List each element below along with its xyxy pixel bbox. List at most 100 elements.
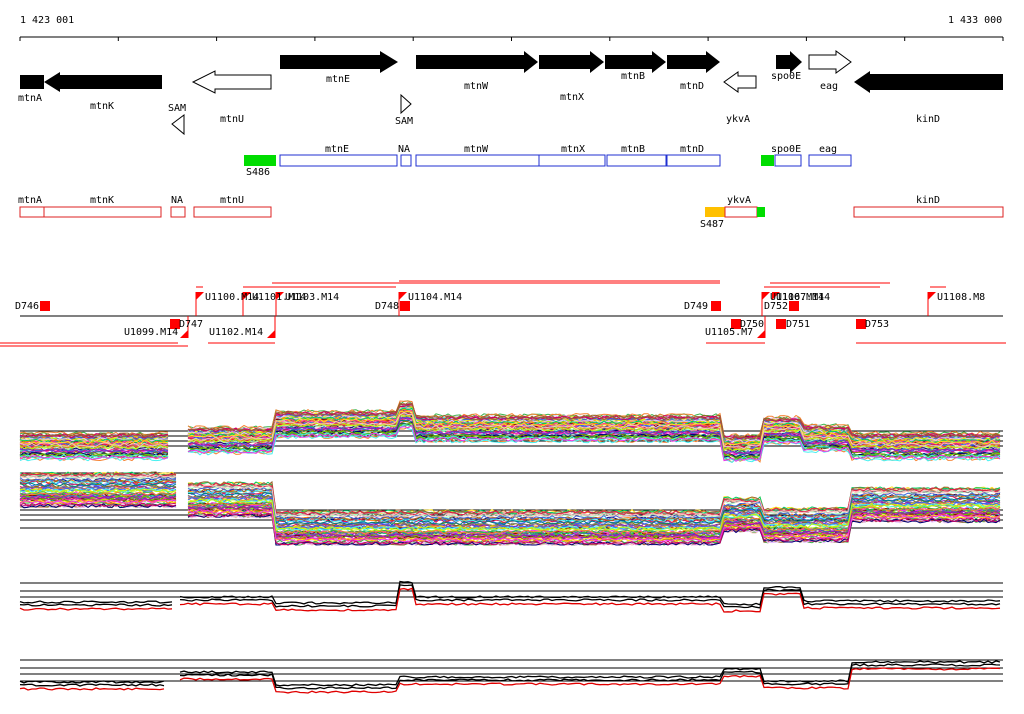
feature-flag[interactable] xyxy=(196,292,204,300)
feature-marker[interactable] xyxy=(731,319,741,329)
feature-label: D751 xyxy=(786,319,810,330)
feature-label: U1107.M14 xyxy=(776,292,830,303)
feature-flag[interactable] xyxy=(267,330,275,338)
gene-label: spo0E xyxy=(771,71,801,82)
expression-panel-lower xyxy=(19,471,1003,546)
feature-label: U1099.M14 xyxy=(124,327,178,338)
feature-flag[interactable] xyxy=(772,292,780,300)
feature-label: D750 xyxy=(740,319,764,330)
riboswitch-arrow[interactable] xyxy=(400,93,412,115)
segment-green[interactable] xyxy=(761,155,774,166)
expression-line xyxy=(19,474,1001,518)
gene-arrow[interactable] xyxy=(605,51,666,73)
feature-label: U1106.M14 xyxy=(770,292,824,303)
segment-label: mtnK xyxy=(90,195,114,206)
expression-line xyxy=(19,495,1001,539)
feature-marker[interactable] xyxy=(856,319,866,329)
gene-label: mtnU xyxy=(220,114,244,125)
expression-line xyxy=(19,476,1001,520)
gene-arrow[interactable] xyxy=(854,71,1003,93)
gene-arrow[interactable] xyxy=(539,51,604,73)
segment-label: mtnX xyxy=(561,144,585,155)
ruler-end-label: 1 433 000 xyxy=(948,15,1002,26)
feature-flag[interactable] xyxy=(180,330,188,338)
feature-flag[interactable] xyxy=(276,292,284,300)
expression-line xyxy=(19,499,1001,543)
gene-arrow[interactable] xyxy=(723,71,757,93)
feature-label: U1101.M14 xyxy=(252,292,306,303)
segment-box[interactable] xyxy=(808,154,852,167)
gene-arrow[interactable] xyxy=(280,51,398,73)
gene-arrow[interactable] xyxy=(808,50,852,74)
segment-box[interactable] xyxy=(538,154,606,167)
feature-marker[interactable] xyxy=(776,319,786,329)
segment-box[interactable] xyxy=(170,206,186,218)
expression-line xyxy=(19,412,1001,450)
feature-label: U1108.M8 xyxy=(937,292,985,303)
coordinate-ruler: 1 423 001 1 433 000 xyxy=(19,15,1004,41)
gene-arrow[interactable] xyxy=(776,51,802,73)
segment-box[interactable] xyxy=(666,154,721,167)
segment-box[interactable] xyxy=(415,154,540,167)
gene-label: mtnD xyxy=(680,81,704,92)
riboswitch-arrow[interactable] xyxy=(171,114,185,136)
plus-strand-segments: S486 mtnE NA mtnW mtnX mtnB mtnD spo0E e… xyxy=(244,144,852,178)
segment-label: kinD xyxy=(916,195,940,206)
feature-label: U1103.M14 xyxy=(285,292,339,303)
summary-panel-lower xyxy=(19,659,1003,694)
gene-arrow[interactable] xyxy=(416,51,538,73)
expression-panel-upper xyxy=(19,400,1003,464)
segment-label: NA xyxy=(398,144,410,155)
segment-box[interactable] xyxy=(400,154,412,167)
gene-arrow[interactable] xyxy=(191,70,272,94)
summary-line xyxy=(19,660,1001,687)
feature-flag[interactable] xyxy=(757,330,765,338)
segment-green[interactable] xyxy=(757,207,765,217)
feature-marker[interactable] xyxy=(711,301,721,311)
gene-arrow[interactable] xyxy=(20,75,44,89)
segment-label: S487 xyxy=(700,219,724,230)
segment-orange[interactable] xyxy=(705,207,725,217)
feature-flag[interactable] xyxy=(399,292,407,300)
gene-label: mtnA xyxy=(18,93,42,104)
segment-box[interactable] xyxy=(774,154,802,167)
expression-line xyxy=(19,424,1001,462)
expression-line xyxy=(19,482,1001,526)
summary-line xyxy=(19,667,1001,694)
segment-box[interactable] xyxy=(193,206,272,218)
feature-marker[interactable] xyxy=(400,301,410,311)
feature-track: D746 U1100.M14 U1101.M14 U1103.M14 D748 … xyxy=(0,280,1006,347)
feature-marker[interactable] xyxy=(170,319,180,329)
feature-label: U1105.M7 xyxy=(705,327,753,338)
segment-green[interactable] xyxy=(244,155,276,166)
segment-box[interactable] xyxy=(279,154,398,167)
summary-line xyxy=(19,580,1001,606)
feature-label: D749 xyxy=(684,301,708,312)
segment-label: mtnW xyxy=(464,144,489,155)
gene-label: eag xyxy=(820,81,838,92)
gene-arrow[interactable] xyxy=(667,51,720,73)
gene-label: mtnW xyxy=(464,81,489,92)
segment-box[interactable] xyxy=(853,206,1004,218)
gene-label: ykvA xyxy=(726,114,750,125)
segment-box[interactable] xyxy=(724,206,758,218)
segment-box[interactable] xyxy=(43,206,162,218)
gene-label: mtnX xyxy=(560,92,584,103)
feature-marker[interactable] xyxy=(40,301,50,311)
feature-label: D748 xyxy=(375,301,399,312)
feature-flag[interactable] xyxy=(762,292,770,300)
expression-line xyxy=(19,488,1001,532)
segment-box[interactable] xyxy=(19,206,45,218)
feature-label: D753 xyxy=(865,319,889,330)
expression-line xyxy=(19,491,1001,535)
segment-box[interactable] xyxy=(606,154,667,167)
feature-flag[interactable] xyxy=(928,292,936,300)
feature-label: U1102.M14 xyxy=(209,327,263,338)
feature-marker[interactable] xyxy=(789,301,799,311)
summary-line xyxy=(19,584,1001,609)
feature-flag[interactable] xyxy=(243,292,251,300)
segment-label: mtnD xyxy=(680,144,704,155)
gene-arrow[interactable] xyxy=(44,72,162,92)
summary-line xyxy=(19,663,1001,690)
gene-label: kinD xyxy=(916,114,940,125)
